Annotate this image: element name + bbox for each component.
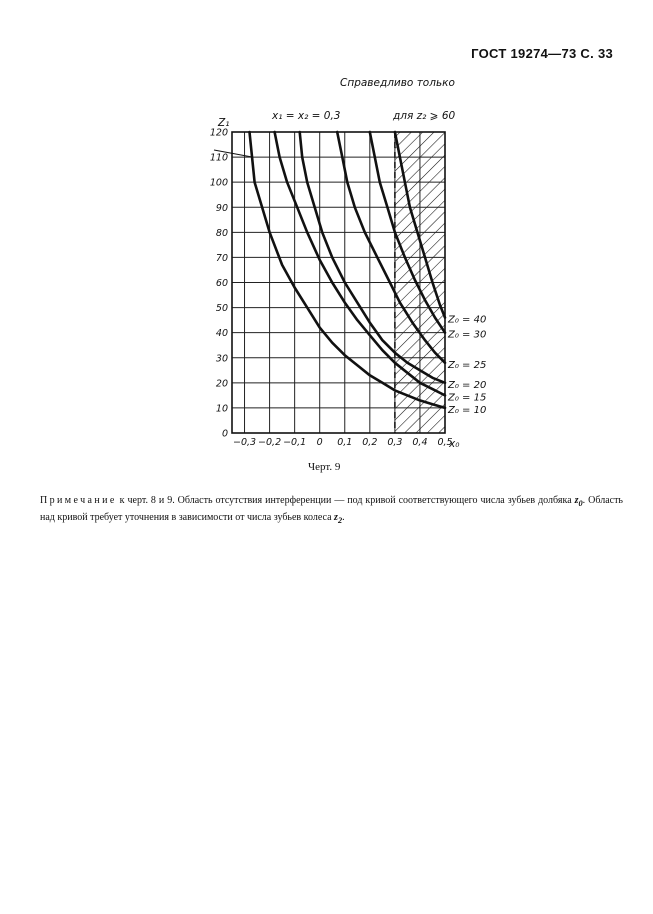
y-axis-label: Z₁ xyxy=(217,117,229,129)
footnote-var-2: z xyxy=(334,512,338,523)
footnote-text-2: . Область над кривой требует уточнения в… xyxy=(40,495,623,523)
y-tick-label: 110 xyxy=(210,153,228,164)
y-tick-label: 60 xyxy=(216,278,228,289)
curve-2 xyxy=(273,130,447,397)
y-tick-label: 70 xyxy=(216,253,228,264)
curve-1 xyxy=(248,130,447,410)
curve-4 xyxy=(335,130,447,365)
hatch-condition-label: для z₂ ⩾ 60 xyxy=(392,110,455,122)
page-header: ГОСТ 19274—73 С. 33 xyxy=(471,46,613,61)
series-label-6: Z₀ = 40 xyxy=(447,315,486,326)
footnote-var-1: z xyxy=(574,495,579,506)
series-label-1: Z₀ = 10 xyxy=(447,405,486,416)
y-tick-label: 50 xyxy=(216,303,228,314)
footnote-sub-2: 2 xyxy=(337,516,343,525)
y-tick-label: 0 xyxy=(222,429,228,440)
footnote: Примечание к черт. 8 и 9. Область отсутс… xyxy=(40,494,623,528)
y-tick-label: 80 xyxy=(216,228,228,239)
x-tick-label: −0,3 xyxy=(233,437,256,448)
validity-note: Справедливо только xyxy=(340,77,455,89)
x-tick-label: 0,2 xyxy=(362,437,377,448)
x-axis-label: x₀ xyxy=(448,438,460,450)
x-tick-label: −0,1 xyxy=(283,437,306,448)
x-tick-label: −0,2 xyxy=(258,437,281,448)
footnote-text-3: . xyxy=(342,512,345,523)
x-tick-label: 0,3 xyxy=(387,437,402,448)
footnote-lead: Примечание xyxy=(40,495,117,506)
x-tick-label: 0,1 xyxy=(337,437,352,448)
footnote-sub-1: 0 xyxy=(578,499,583,508)
curve-condition-label: x₁ = x₂ = 0,3 xyxy=(271,110,341,122)
series-label-5: Z₀ = 30 xyxy=(447,330,486,341)
x-tick-label: 0,5 xyxy=(437,437,452,448)
curve-5 xyxy=(368,130,447,334)
y-tick-label: 40 xyxy=(216,328,228,339)
y-tick-label: 30 xyxy=(216,353,228,364)
y-tick-label: 90 xyxy=(216,203,228,214)
series-label-4: Z₀ = 25 xyxy=(447,360,486,371)
leader-line xyxy=(213,149,253,158)
y-tick-label: 20 xyxy=(216,378,228,389)
curve-6 xyxy=(393,130,447,319)
x-tick-label: 0 xyxy=(317,437,323,448)
y-tick-label: 120 xyxy=(210,128,228,139)
series-label-2: Z₀ = 15 xyxy=(447,392,486,403)
footnote-text-1: к черт. 8 и 9. Область отсутствия интерф… xyxy=(116,495,575,506)
y-tick-label: 100 xyxy=(210,178,228,189)
y-tick-label: 10 xyxy=(216,403,228,414)
nomogram-chart: −0,3 −0,2 −0,1 0 0,1 0,2 0,3 0,4 0,5 0 10 20 30 40 50 6… xyxy=(210,110,486,450)
series-label-3: Z₀ = 20 xyxy=(447,380,486,391)
x-tick-label: 0,4 xyxy=(412,437,427,448)
curve-3 xyxy=(298,130,447,385)
figure-caption: Черт. 9 xyxy=(308,461,341,473)
